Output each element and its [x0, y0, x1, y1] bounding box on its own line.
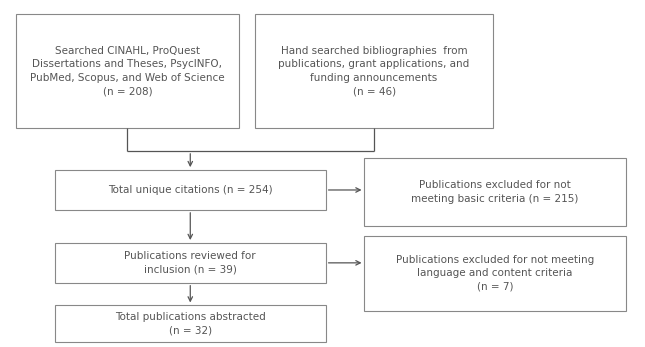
FancyBboxPatch shape: [364, 236, 626, 311]
Text: Publications excluded for not
meeting basic criteria (n = 215): Publications excluded for not meeting ba…: [412, 180, 579, 204]
FancyBboxPatch shape: [55, 305, 326, 342]
FancyBboxPatch shape: [55, 243, 326, 283]
Text: Searched CINAHL, ProQuest
Dissertations and Theses, PsycINFO,
PubMed, Scopus, an: Searched CINAHL, ProQuest Dissertations …: [30, 46, 224, 96]
FancyBboxPatch shape: [255, 14, 493, 128]
Text: Total unique citations (n = 254): Total unique citations (n = 254): [108, 185, 273, 195]
FancyBboxPatch shape: [55, 170, 326, 210]
FancyBboxPatch shape: [364, 158, 626, 226]
Text: Total publications abstracted
(n = 32): Total publications abstracted (n = 32): [115, 312, 266, 336]
FancyBboxPatch shape: [16, 14, 239, 128]
Text: Publications excluded for not meeting
language and content criteria
(n = 7): Publications excluded for not meeting la…: [396, 255, 594, 292]
Text: Hand searched bibliographies  from
publications, grant applications, and
funding: Hand searched bibliographies from public…: [279, 46, 470, 96]
Text: Publications reviewed for
inclusion (n = 39): Publications reviewed for inclusion (n =…: [124, 251, 256, 275]
